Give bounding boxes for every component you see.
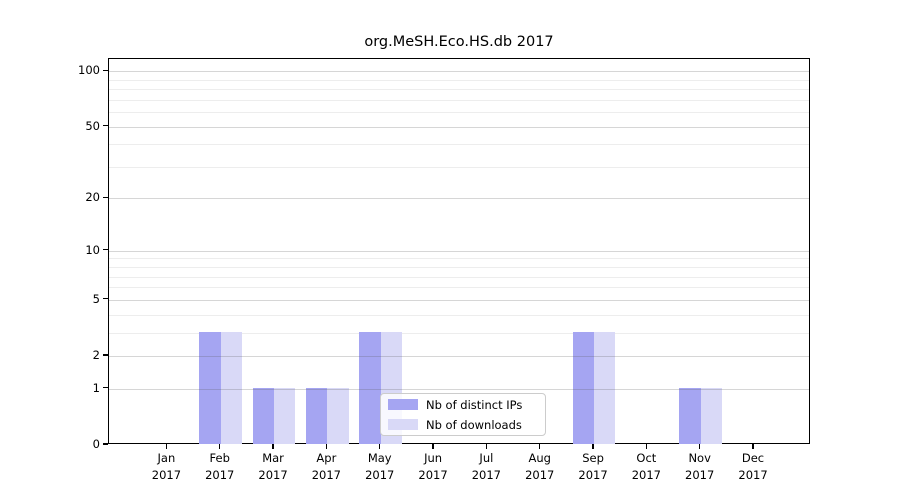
gridline-minor — [109, 258, 809, 260]
gridline-minor — [109, 332, 809, 334]
y-axis-tick — [103, 298, 108, 300]
x-tick-label: Jun 2017 — [418, 451, 448, 482]
legend-item-distinct-ips: Nb of distinct IPs — [388, 395, 545, 415]
bar-distinct-ips — [199, 331, 221, 444]
x-axis-tick — [485, 444, 487, 449]
y-axis-tick — [103, 196, 108, 198]
x-tick-label: Jan 2017 — [151, 451, 182, 482]
x-axis-tick — [379, 444, 381, 449]
gridline-minor — [109, 314, 809, 316]
bar-distinct-ips — [572, 331, 595, 444]
x-axis-tick — [219, 444, 221, 449]
gridline-major — [109, 299, 809, 301]
gridline-minor — [109, 99, 809, 101]
y-axis-tick — [103, 387, 108, 389]
y-tick-label: 100 — [78, 63, 100, 78]
bar-distinct-ips — [679, 387, 701, 444]
x-tick-label: Mar 2017 — [258, 451, 288, 482]
bar-distinct-ips — [359, 331, 381, 444]
bar-distinct-ips — [252, 387, 275, 444]
plot-area — [108, 58, 810, 444]
legend-label-downloads: Nb of downloads — [426, 417, 522, 432]
x-tick-label: Aug 2017 — [525, 451, 555, 482]
x-tick-label: Jul 2017 — [471, 451, 502, 482]
x-tick-label: Dec 2017 — [738, 451, 768, 482]
x-axis-tick — [432, 444, 434, 449]
bar-distinct-ips — [305, 387, 328, 444]
bar-downloads — [274, 387, 296, 444]
x-axis-tick — [165, 444, 167, 449]
y-axis-tick — [103, 124, 108, 127]
x-axis-tick — [325, 444, 327, 449]
legend-swatch-distinct-ips-icon — [388, 399, 418, 410]
legend-item-downloads: Nb of downloads — [388, 415, 545, 435]
gridline-minor — [109, 79, 809, 81]
y-axis-tick — [103, 249, 108, 251]
y-tick-label: 2 — [92, 348, 100, 362]
x-axis-tick — [539, 444, 541, 449]
x-tick-label: Oct 2017 — [631, 451, 661, 482]
gridline-minor — [109, 287, 809, 289]
y-tick-label: 50 — [85, 118, 100, 133]
y-tick-label: 0 — [92, 437, 100, 451]
x-tick-label: Sep 2017 — [578, 451, 608, 482]
gridline-minor — [109, 276, 809, 278]
y-axis-tick — [103, 69, 108, 71]
x-tick-label: Apr 2017 — [311, 451, 342, 482]
gridline-major — [109, 356, 809, 357]
gridline-major — [109, 198, 809, 200]
bar-downloads — [700, 387, 723, 444]
x-axis-tick — [752, 444, 754, 449]
gridline-major — [109, 126, 809, 128]
gridline-major — [109, 388, 809, 390]
legend-label-distinct-ips: Nb of distinct IPs — [426, 397, 523, 412]
bar-downloads — [327, 387, 349, 444]
x-tick-label: Nov 2017 — [685, 451, 715, 482]
legend: Nb of distinct IPs Nb of downloads — [380, 393, 546, 436]
gridline-major — [109, 71, 809, 73]
x-axis-tick — [645, 444, 647, 449]
gridline-minor — [109, 166, 809, 168]
y-tick-label: 10 — [85, 242, 100, 257]
y-tick-label: 20 — [85, 190, 100, 205]
x-axis-tick — [592, 444, 594, 449]
y-tick-label: 5 — [92, 291, 100, 306]
gridline-minor — [109, 112, 809, 114]
chart-title: org.MeSH.Eco.HS.db 2017 — [364, 34, 554, 50]
x-axis-tick — [272, 444, 274, 449]
gridline-minor — [109, 144, 809, 146]
gridline-minor — [109, 267, 809, 269]
bar-downloads — [594, 331, 616, 444]
gridline-major — [109, 250, 809, 252]
y-tick-label: 1 — [92, 380, 100, 395]
legend-swatch-downloads-icon — [388, 419, 418, 430]
y-axis-tick — [103, 443, 108, 445]
bar-downloads — [220, 331, 243, 444]
gridline-minor — [109, 89, 809, 91]
x-tick-label: Feb 2017 — [205, 451, 235, 482]
y-axis-tick — [103, 354, 108, 356]
x-axis-tick — [699, 444, 701, 449]
x-tick-label: May 2017 — [365, 451, 395, 482]
